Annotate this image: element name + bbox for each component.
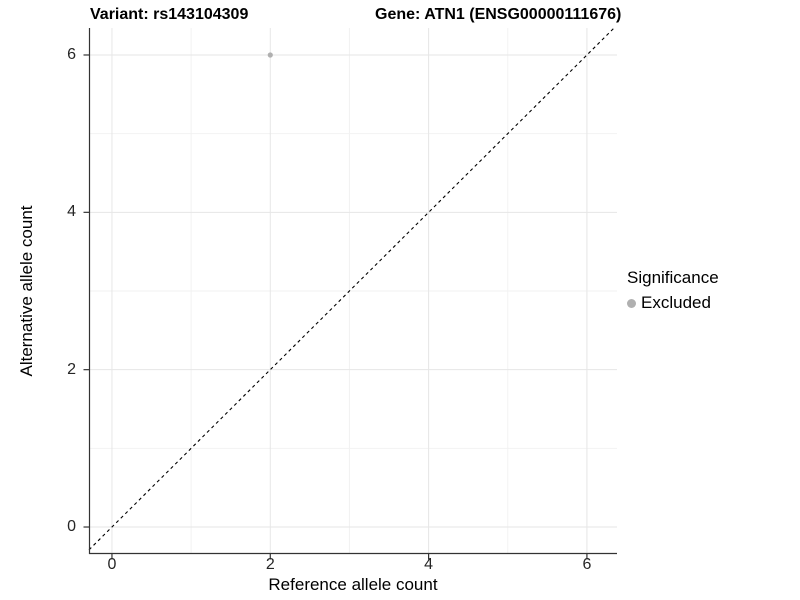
data-point (267, 52, 273, 58)
x-tick-label: 2 (265, 556, 275, 573)
x-axis-title: Reference allele count (268, 575, 438, 594)
plot-title-gene: Gene: ATN1 (ENSG00000111676) (375, 6, 622, 23)
legend: Significance Excluded (627, 268, 719, 313)
y-tick-label: 4 (67, 203, 76, 221)
plot-title-variant: Variant: rs143104309 (90, 6, 249, 23)
x-tick-label: 6 (582, 556, 592, 573)
y-axis-title: Alternative allele count (17, 205, 36, 377)
legend-title: Significance (627, 268, 719, 287)
legend-entry-label: Excluded (641, 293, 711, 312)
y-tick-label: 2 (67, 360, 76, 378)
legend-entry: Excluded (627, 293, 719, 313)
x-tick-label: 0 (107, 556, 117, 573)
y-tick-label: 6 (67, 45, 76, 63)
y-tick-label: 0 (67, 518, 76, 535)
x-tick-label: 4 (424, 556, 434, 573)
legend-key-dot (627, 298, 636, 308)
plot-panel (83, 27, 617, 560)
identity-dashed-line (88, 27, 615, 551)
